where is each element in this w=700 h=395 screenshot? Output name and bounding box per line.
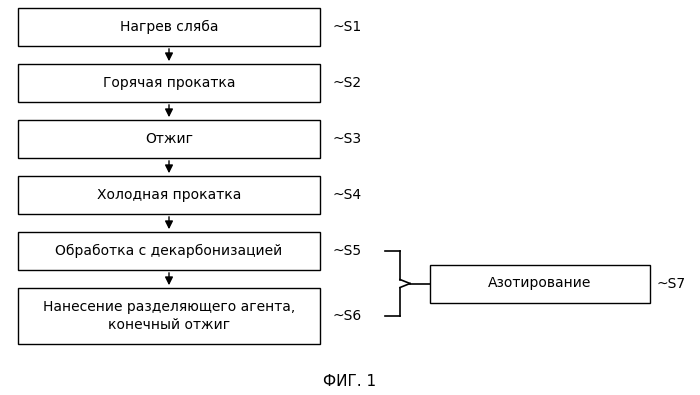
Bar bbox=[18, 288, 320, 344]
Text: ~S1: ~S1 bbox=[332, 20, 361, 34]
Bar bbox=[18, 232, 320, 270]
Text: Горячая прокатка: Горячая прокатка bbox=[103, 76, 235, 90]
Text: Обработка с декарбонизацией: Обработка с декарбонизацией bbox=[55, 244, 283, 258]
Text: ФИГ. 1: ФИГ. 1 bbox=[323, 374, 377, 389]
Text: Холодная прокатка: Холодная прокатка bbox=[97, 188, 242, 202]
Text: Отжиг: Отжиг bbox=[145, 132, 193, 146]
Bar bbox=[18, 64, 320, 102]
Text: ~S5: ~S5 bbox=[332, 244, 361, 258]
Text: ~S4: ~S4 bbox=[332, 188, 361, 202]
Text: Нагрев сляба: Нагрев сляба bbox=[120, 20, 218, 34]
Bar bbox=[18, 120, 320, 158]
Bar bbox=[18, 176, 320, 214]
Text: ~S2: ~S2 bbox=[332, 76, 361, 90]
Text: Азотирование: Азотирование bbox=[489, 276, 592, 290]
Text: ~S6: ~S6 bbox=[332, 309, 361, 323]
Text: ~S3: ~S3 bbox=[332, 132, 361, 146]
Bar bbox=[18, 8, 320, 46]
Bar bbox=[430, 265, 650, 303]
Text: Нанесение разделяющего агента,
конечный отжиг: Нанесение разделяющего агента, конечный … bbox=[43, 300, 295, 332]
Text: ~S7: ~S7 bbox=[656, 276, 685, 290]
